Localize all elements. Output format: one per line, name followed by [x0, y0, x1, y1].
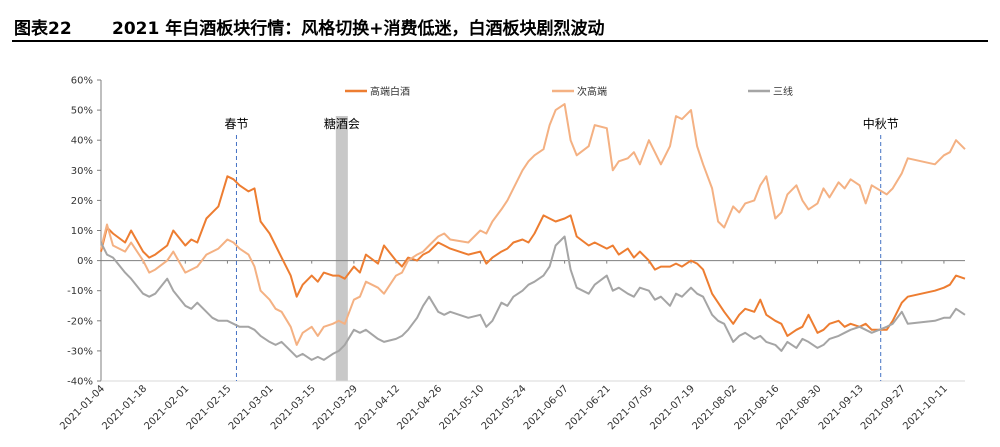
event-band — [335, 116, 348, 381]
event-label: 春节 — [224, 117, 248, 131]
y-tick-label: 50% — [71, 106, 93, 117]
x-tick-label: 2021-10-11 — [901, 383, 950, 432]
y-tick-label: -20% — [67, 316, 93, 327]
y-tick-label: 0% — [77, 256, 93, 267]
chart-axes: -40% -30% -20% -10% 0% 10% 20% 30% 40% 50% 60% 2021… — [58, 76, 965, 432]
figure-number: 图表22 — [14, 19, 72, 39]
chart-legend: 高端白酒 次高端 三线 — [345, 85, 793, 98]
event-label: 糖酒会 — [324, 116, 360, 131]
y-tick-label: -30% — [67, 346, 93, 357]
legend-label: 次高端 — [577, 85, 607, 98]
y-tick-label: 10% — [71, 226, 93, 237]
series-line — [100, 103, 966, 346]
y-tick-label: 40% — [71, 136, 93, 147]
legend-label: 高端白酒 — [370, 85, 410, 98]
figure-header: 图表22 2021 年白酒板块行情：风格切换+消费低迷，白酒板块剧烈波动 — [12, 10, 988, 42]
event-lines: 春节 糖酒会 中秋节 — [224, 116, 899, 381]
figure-title: 2021 年白酒板块行情：风格切换+消费低迷，白酒板块剧烈波动 — [112, 19, 605, 39]
y-tick-label: -10% — [67, 286, 93, 297]
y-tick-label: 60% — [71, 76, 93, 87]
event-label: 中秋节 — [863, 116, 899, 131]
event-bands — [335, 116, 348, 381]
legend-label: 三线 — [773, 85, 793, 98]
series-line — [100, 175, 966, 337]
series-line — [100, 235, 966, 361]
y-tick-label: 20% — [71, 196, 93, 207]
chart-series — [100, 103, 966, 361]
y-tick-label: 30% — [71, 166, 93, 177]
y-tick-label: -40% — [67, 377, 93, 388]
